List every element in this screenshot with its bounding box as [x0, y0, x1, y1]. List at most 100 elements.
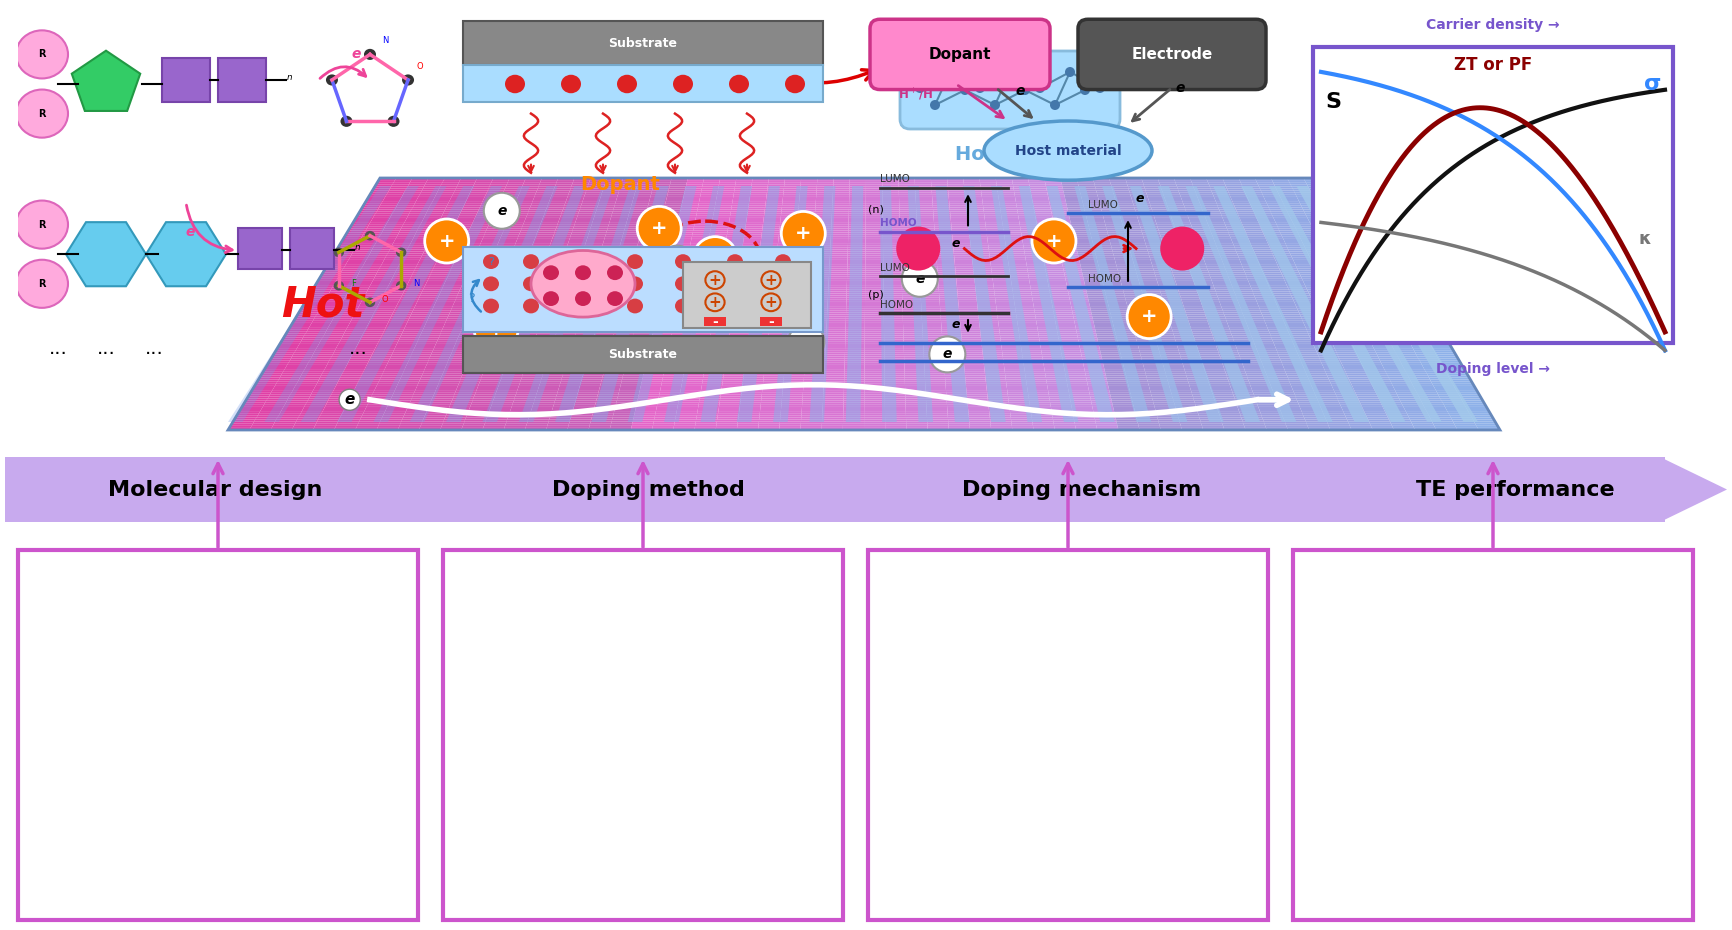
- Polygon shape: [1212, 336, 1233, 338]
- Polygon shape: [643, 226, 660, 229]
- Polygon shape: [696, 418, 717, 419]
- Polygon shape: [989, 403, 1010, 405]
- Polygon shape: [934, 206, 949, 207]
- Polygon shape: [998, 314, 1017, 316]
- Polygon shape: [847, 266, 866, 268]
- Polygon shape: [947, 178, 963, 180]
- Polygon shape: [999, 207, 1017, 209]
- Circle shape: [575, 291, 591, 306]
- Polygon shape: [333, 390, 353, 392]
- Polygon shape: [1006, 378, 1025, 379]
- Polygon shape: [1032, 421, 1053, 424]
- Polygon shape: [511, 254, 528, 256]
- Polygon shape: [1183, 251, 1202, 254]
- Polygon shape: [772, 286, 792, 287]
- Polygon shape: [1105, 291, 1124, 294]
- Polygon shape: [972, 256, 991, 258]
- Polygon shape: [1476, 426, 1498, 428]
- Polygon shape: [504, 268, 523, 271]
- Polygon shape: [563, 258, 580, 259]
- Polygon shape: [1285, 206, 1302, 207]
- Polygon shape: [921, 311, 940, 312]
- Polygon shape: [650, 266, 669, 268]
- Polygon shape: [438, 338, 457, 339]
- Polygon shape: [811, 286, 828, 287]
- Polygon shape: [849, 201, 866, 203]
- Polygon shape: [424, 214, 443, 216]
- Polygon shape: [457, 338, 478, 339]
- Polygon shape: [532, 203, 549, 206]
- Polygon shape: [708, 348, 727, 351]
- Polygon shape: [457, 336, 478, 338]
- Polygon shape: [596, 398, 617, 401]
- Polygon shape: [1050, 289, 1069, 291]
- Polygon shape: [1325, 189, 1342, 191]
- Polygon shape: [970, 421, 991, 424]
- Polygon shape: [883, 289, 902, 291]
- Polygon shape: [1302, 365, 1323, 367]
- Polygon shape: [1199, 296, 1218, 298]
- Polygon shape: [412, 311, 431, 312]
- Polygon shape: [1216, 203, 1235, 206]
- Polygon shape: [405, 409, 428, 411]
- Polygon shape: [792, 286, 811, 287]
- Polygon shape: [630, 272, 648, 274]
- Polygon shape: [1065, 279, 1084, 281]
- Polygon shape: [724, 367, 745, 369]
- Polygon shape: [883, 201, 899, 203]
- Polygon shape: [333, 319, 352, 321]
- Polygon shape: [1037, 329, 1057, 331]
- Polygon shape: [1387, 418, 1410, 419]
- Polygon shape: [393, 182, 410, 184]
- Polygon shape: [383, 259, 402, 262]
- Polygon shape: [1444, 407, 1467, 409]
- Polygon shape: [1167, 258, 1186, 259]
- Polygon shape: [1025, 378, 1046, 379]
- Polygon shape: [1084, 209, 1102, 212]
- Polygon shape: [1081, 348, 1100, 351]
- Polygon shape: [1074, 237, 1091, 239]
- Polygon shape: [611, 274, 630, 277]
- Polygon shape: [760, 413, 781, 416]
- Polygon shape: [1003, 231, 1022, 232]
- Polygon shape: [901, 232, 918, 234]
- Polygon shape: [1162, 193, 1179, 194]
- Polygon shape: [864, 316, 883, 319]
- Polygon shape: [843, 411, 864, 413]
- Polygon shape: [546, 207, 563, 209]
- Polygon shape: [289, 327, 310, 329]
- Polygon shape: [1129, 189, 1145, 191]
- Polygon shape: [587, 359, 608, 361]
- Polygon shape: [1133, 262, 1152, 264]
- Polygon shape: [986, 378, 1006, 379]
- Polygon shape: [705, 262, 722, 264]
- Polygon shape: [305, 331, 326, 333]
- Polygon shape: [954, 258, 972, 259]
- Polygon shape: [1299, 237, 1318, 239]
- Polygon shape: [726, 243, 743, 246]
- Polygon shape: [698, 411, 719, 413]
- Polygon shape: [914, 189, 932, 191]
- Polygon shape: [966, 212, 984, 214]
- Polygon shape: [1247, 237, 1266, 239]
- Polygon shape: [1245, 272, 1264, 274]
- Polygon shape: [1006, 384, 1027, 386]
- Polygon shape: [1387, 336, 1406, 338]
- Polygon shape: [1367, 336, 1387, 338]
- Polygon shape: [767, 339, 786, 342]
- Polygon shape: [490, 354, 509, 356]
- Polygon shape: [675, 314, 695, 316]
- Polygon shape: [1211, 386, 1231, 388]
- Polygon shape: [1029, 281, 1048, 283]
- Polygon shape: [457, 218, 475, 220]
- Polygon shape: [507, 218, 527, 220]
- Polygon shape: [700, 193, 717, 194]
- Polygon shape: [282, 338, 303, 339]
- Polygon shape: [402, 258, 421, 259]
- Polygon shape: [516, 283, 537, 286]
- Polygon shape: [348, 258, 367, 259]
- Polygon shape: [1278, 403, 1299, 405]
- Polygon shape: [383, 229, 402, 231]
- Polygon shape: [338, 344, 359, 346]
- Polygon shape: [1399, 359, 1420, 361]
